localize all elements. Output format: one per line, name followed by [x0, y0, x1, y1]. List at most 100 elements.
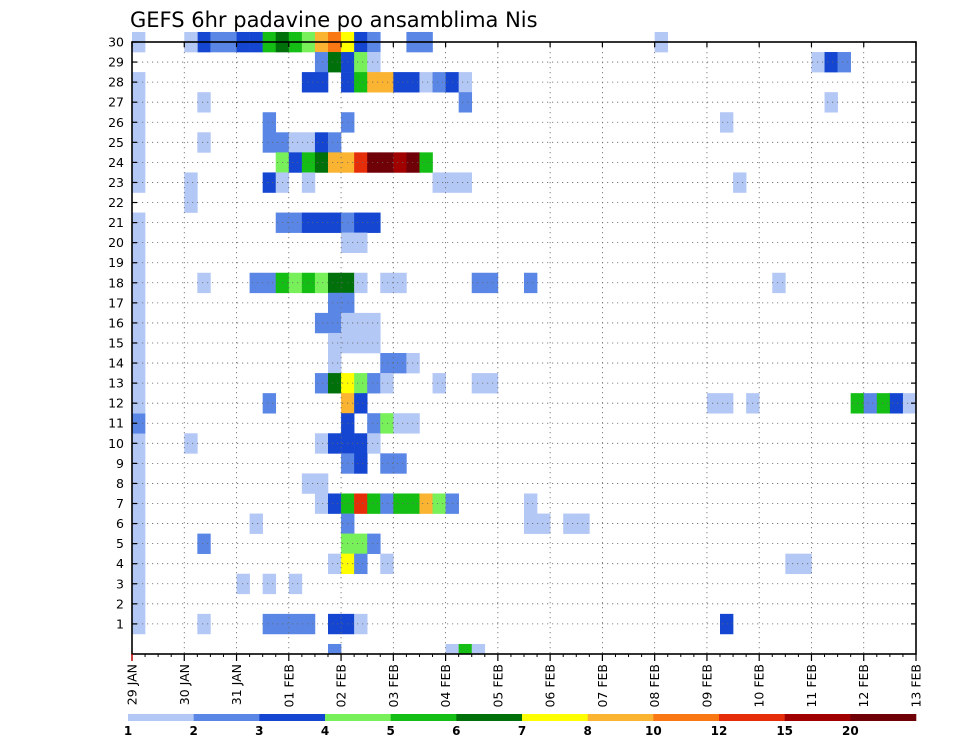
y-tick-label: 17	[108, 295, 124, 310]
data-cell	[132, 353, 146, 374]
data-cell	[419, 152, 433, 173]
y-tick-label: 4	[116, 556, 124, 571]
y-tick-label: 3	[116, 576, 124, 591]
data-cell	[380, 413, 394, 434]
data-cell	[354, 393, 368, 414]
x-tick-label: 08 FEB	[647, 664, 662, 708]
data-cell	[132, 252, 146, 274]
data-cell	[301, 272, 316, 294]
data-cell	[432, 373, 446, 394]
y-tick-label: 18	[108, 275, 124, 290]
x-tick-label: 07 FEB	[595, 664, 610, 708]
data-cell	[236, 573, 250, 595]
data-cell	[132, 553, 146, 575]
data-cell	[328, 212, 342, 233]
data-cell	[354, 493, 368, 514]
y-tick-label: 16	[108, 315, 124, 330]
y-tick-label: 21	[108, 215, 124, 230]
data-cell	[288, 573, 303, 595]
data-cell	[328, 152, 342, 173]
x-tick-label: 31 JAN	[229, 664, 244, 705]
x-tick-label: 29 JAN	[125, 664, 140, 705]
data-cell	[354, 52, 368, 73]
data-cell	[132, 132, 146, 153]
data-cell	[367, 413, 381, 434]
y-tick-label: 22	[108, 195, 124, 210]
data-cell	[132, 312, 146, 334]
data-cell	[132, 152, 146, 173]
data-cell	[314, 272, 329, 294]
data-cell	[445, 643, 459, 655]
data-cell	[328, 643, 342, 655]
data-cell	[367, 72, 381, 93]
legend-swatch	[325, 714, 391, 721]
data-cell	[458, 172, 473, 193]
data-cell	[132, 292, 146, 314]
data-cell	[380, 152, 394, 173]
data-cell	[301, 172, 316, 193]
grid-layer	[132, 41, 916, 654]
data-cell	[132, 493, 146, 514]
legend-label: 12	[711, 724, 728, 738]
cells-layer	[132, 31, 917, 655]
y-tick-label: 27	[108, 95, 124, 110]
data-cell	[328, 292, 342, 314]
data-cell	[132, 573, 146, 595]
y-tick-label: 7	[116, 496, 124, 511]
data-cell	[132, 433, 146, 454]
legend-swatch	[456, 714, 523, 721]
data-cell	[184, 433, 198, 454]
data-cell	[393, 72, 407, 93]
x-tick-label: 05 FEB	[490, 664, 505, 708]
x-tick-label: 10 FEB	[752, 664, 767, 708]
data-cell	[262, 272, 277, 294]
data-cell	[328, 613, 342, 635]
data-cell	[471, 272, 486, 294]
data-cell	[301, 473, 316, 494]
data-cell	[733, 172, 747, 193]
data-cell	[288, 132, 303, 153]
legend-label: 15	[776, 724, 793, 738]
data-cell	[262, 613, 277, 635]
data-cell	[380, 493, 394, 514]
data-cell	[824, 52, 838, 73]
data-cell	[432, 72, 446, 93]
data-cell	[132, 613, 146, 635]
data-cell	[367, 493, 381, 514]
data-cell	[419, 72, 433, 93]
data-cell	[354, 373, 368, 394]
data-cell	[354, 72, 368, 93]
y-tick-label: 12	[108, 396, 124, 411]
data-cell	[902, 393, 917, 414]
data-cell	[354, 553, 368, 575]
data-cell	[249, 513, 263, 534]
data-cell	[288, 272, 303, 294]
data-cell	[837, 52, 851, 73]
data-cell	[772, 272, 786, 294]
legend: 1 2 3 4 5 6 7 8 10 12 15 20	[124, 714, 917, 738]
data-cell	[197, 272, 211, 294]
data-cell	[314, 373, 329, 394]
legend-swatch	[653, 714, 720, 721]
y-tick-label: 28	[108, 75, 124, 90]
data-cell	[314, 312, 329, 334]
data-cell	[354, 312, 368, 334]
data-cell	[328, 493, 342, 514]
legend-label: 5	[386, 724, 394, 738]
legend-swatch	[193, 714, 260, 721]
data-cell	[432, 493, 446, 514]
data-cell	[314, 493, 329, 514]
data-cell	[132, 272, 146, 294]
data-cell	[314, 433, 329, 454]
y-tick-label: 6	[116, 516, 124, 531]
data-cell	[132, 513, 146, 534]
data-cell	[354, 453, 368, 474]
data-cell	[484, 272, 499, 294]
y-tick-label: 25	[108, 135, 124, 150]
data-cell	[328, 332, 342, 354]
y-tick-label: 20	[108, 235, 124, 250]
legend-label: 6	[452, 724, 460, 738]
data-cell	[354, 533, 368, 554]
data-cell	[380, 72, 394, 93]
legend-swatch	[390, 714, 457, 721]
